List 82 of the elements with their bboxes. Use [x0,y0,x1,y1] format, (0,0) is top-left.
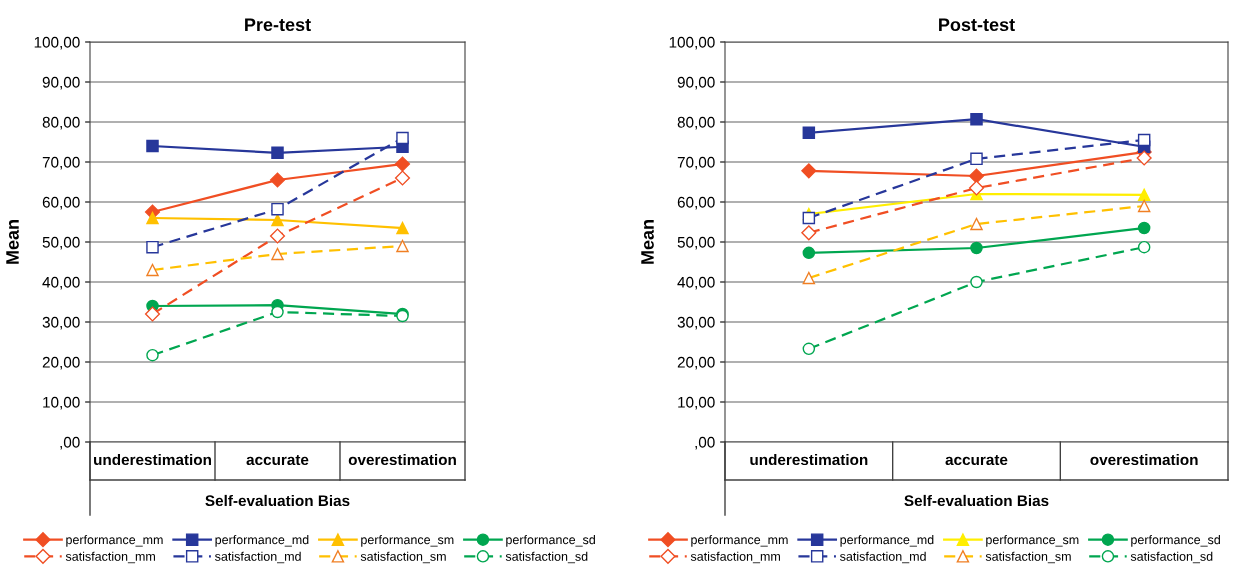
point [271,213,284,227]
x-tick-label: overestimation [1090,453,1198,466]
chart-title: Pre-test [245,18,311,32]
point [146,139,159,153]
y-tick-label: 50,00 [677,236,715,250]
x-tick-label: underestimation [750,453,868,466]
x-tick-label: underestimation [94,453,211,466]
x-axis-title: Self-evaluation Bias [205,494,350,507]
point [144,306,161,322]
y-tick-label: 70,00 [42,156,80,170]
point [1137,133,1151,147]
point [146,240,159,254]
y-tick-label: 80,00 [677,116,715,130]
legend-label: performance_md [215,535,309,547]
y-tick-label: 90,00 [677,76,715,90]
y-tick-label: 10,00 [678,396,715,410]
y-tick-label: 60,00 [42,196,80,210]
point [1137,221,1151,235]
legend-label: performance_sm [361,535,454,547]
y-tick-label: 100,00 [669,36,715,50]
y-tick-label: 20,00 [42,356,80,370]
point [970,241,983,255]
y-tick-label: 80,00 [42,116,80,130]
y-axis-title: Mean [6,220,19,264]
legend-label: satisfaction_sd [1130,551,1213,564]
legend-label: performance_mm [66,535,163,547]
point [970,112,983,126]
legend-label: performance_sm [986,535,1079,547]
point [970,275,983,289]
point [394,156,411,172]
point [802,211,816,225]
chart-title: Post-test [939,18,1015,32]
x-axis-title: Self-evaluation Bias [904,494,1049,507]
legend-label: satisfaction_sm [360,551,446,564]
point [269,172,286,188]
point [271,146,284,160]
y-tick-label: 30,00 [677,316,715,330]
y-tick-label: 30,00 [42,316,80,330]
point [968,168,985,184]
point [269,228,286,244]
legend-label: satisfaction_sd [505,551,588,564]
point [271,305,284,319]
y-tick-label: 50,00 [42,236,80,250]
point [970,152,983,166]
point [396,131,409,145]
point [802,246,816,260]
point [968,180,985,196]
legend-label: performance_sd [506,535,595,547]
legend-label: performance_mm [691,535,788,547]
y-axis-title: Mean [641,220,654,264]
y-tick-label: 70,00 [677,156,715,170]
y-tick-label: ,00 [60,436,80,450]
y-tick-label: 60,00 [677,196,715,210]
point [396,221,409,235]
point [394,170,411,186]
point [802,342,816,356]
y-tick-label: 10,00 [43,396,80,410]
x-tick-label: accurate [246,454,309,466]
y-tick-label: 90,00 [42,76,80,90]
point [1137,240,1151,254]
y-tick-label: ,00 [695,436,715,450]
legend-label: satisfaction_sm [985,551,1071,564]
point [1136,150,1152,166]
x-tick-label: overestimation [348,453,456,466]
legend-label: satisfaction_md [215,551,301,564]
legend-label: performance_md [840,535,934,547]
x-tick-label: accurate [945,454,1008,466]
legend-label: satisfaction_mm [65,551,155,564]
point [1137,188,1151,202]
point [271,202,284,216]
legend-label: satisfaction_md [840,551,926,564]
legend-label: satisfaction_mm [690,551,780,564]
point [801,225,817,241]
y-tick-label: 100,00 [34,36,80,50]
y-tick-label: 20,00 [677,356,715,370]
point [802,126,816,140]
legend-label: performance_sd [1131,535,1220,547]
y-tick-label: 40,00 [42,276,80,290]
point [146,348,159,362]
point [801,163,817,179]
point [146,211,159,225]
y-tick-label: 40,00 [677,276,715,290]
